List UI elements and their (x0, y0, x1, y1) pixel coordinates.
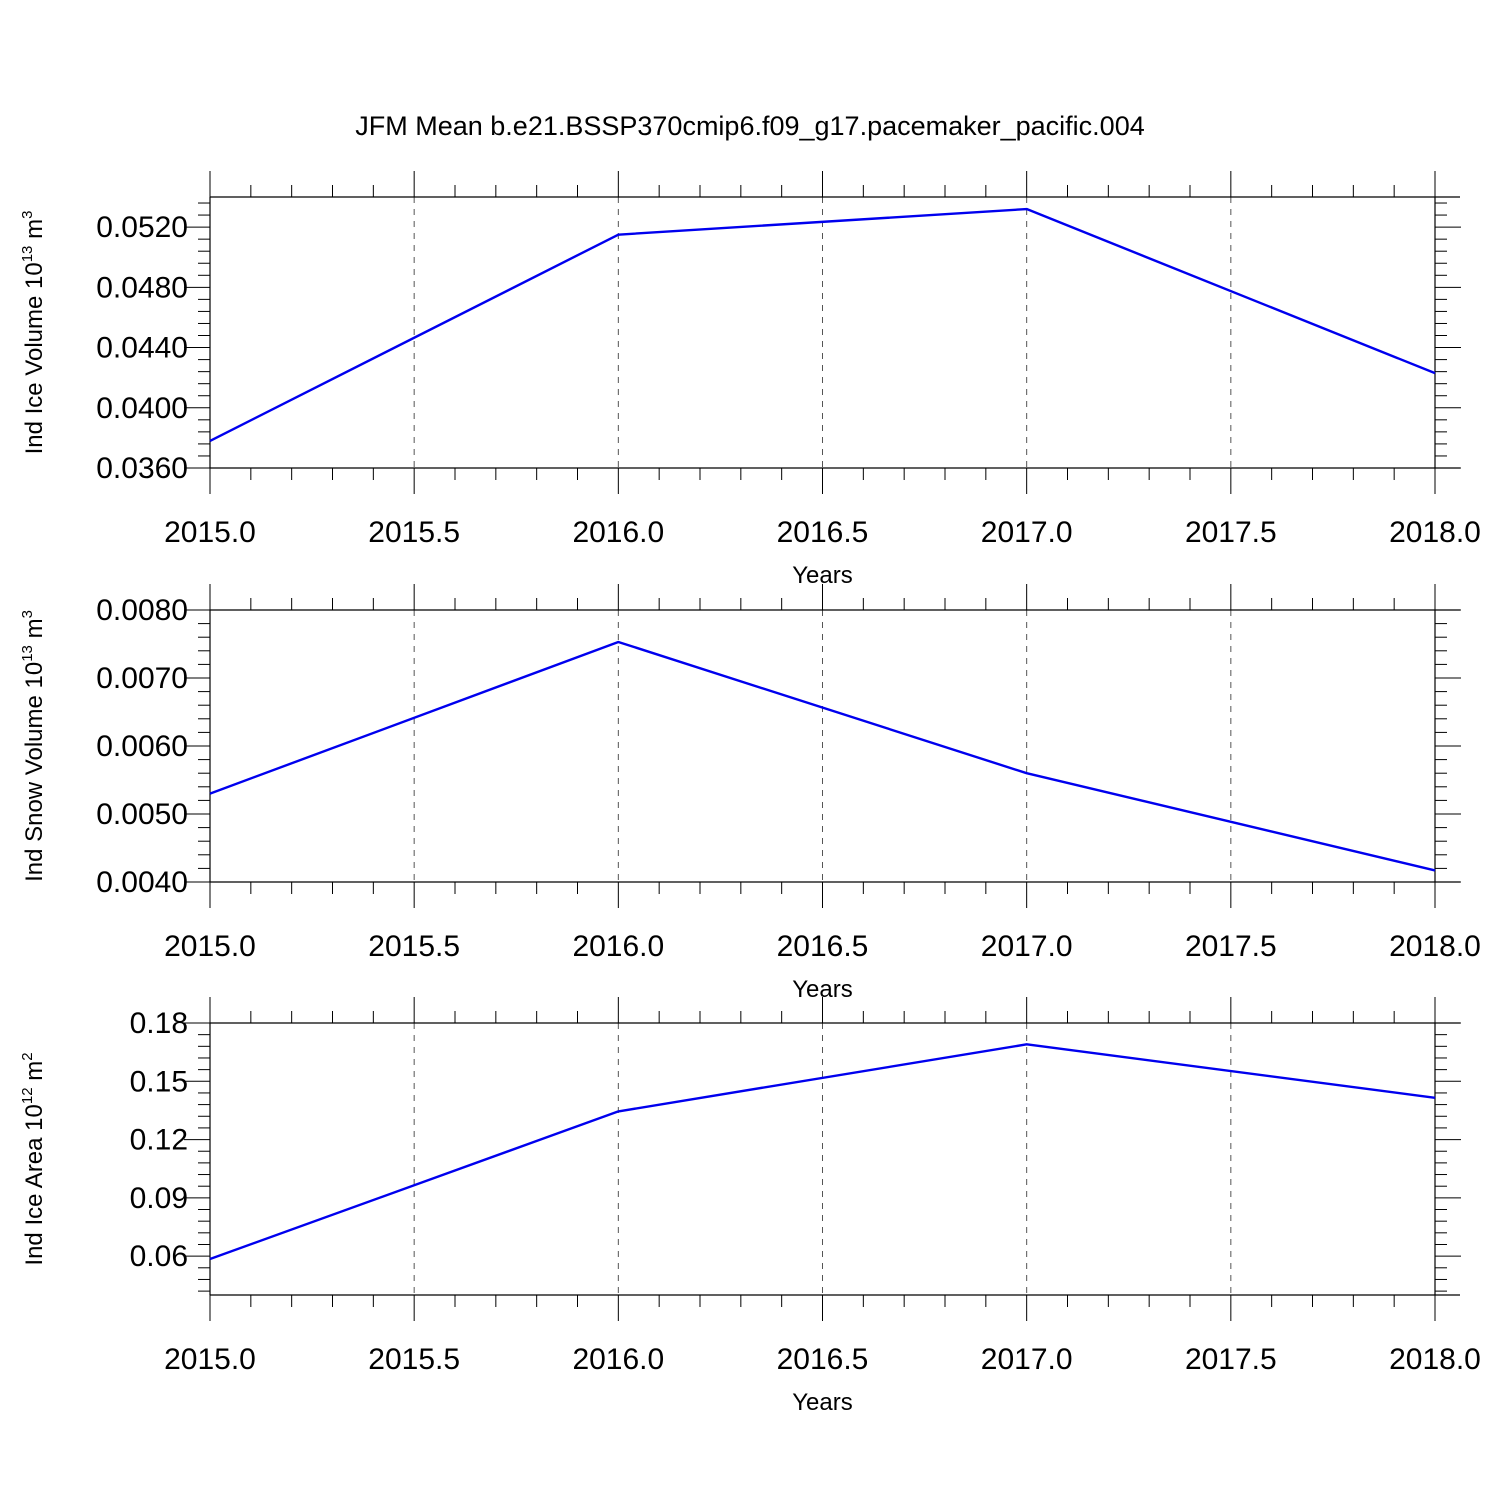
y-tick-label: 0.0480 (96, 271, 188, 304)
x-tick-label: 2017.0 (981, 1343, 1073, 1376)
y-tick-label: 0.18 (130, 1007, 188, 1040)
y-axis-label-unit-exponent: 3 (19, 211, 36, 219)
y-tick-label: 0.0440 (96, 332, 188, 365)
x-tick-label: 2017.0 (981, 516, 1073, 549)
y-axis-label: Ind Ice Volume 1013 m3 (19, 211, 48, 455)
x-tick-label: 2015.5 (368, 930, 460, 963)
x-tick-label: 2016.0 (572, 516, 664, 549)
x-axis-label: Years (792, 1389, 853, 1416)
y-axis-label-unit: m (21, 618, 48, 645)
x-tick-label: 2015.5 (368, 516, 460, 549)
x-tick-label: 2015.0 (164, 1343, 256, 1376)
y-tick-label: 0.0040 (96, 866, 188, 899)
x-tick-label: 2018.0 (1389, 1343, 1481, 1376)
chart-title: JFM Mean b.e21.BSSP370cmip6.f09_g17.pace… (355, 111, 1144, 141)
x-tick-label: 2017.0 (981, 930, 1073, 963)
x-tick-label: 2017.5 (1185, 1343, 1277, 1376)
y-axis-label-text: Ind Ice Volume 10 (21, 262, 48, 454)
y-tick-label: 0.0080 (96, 594, 188, 627)
y-tick-label: 0.09 (130, 1182, 188, 1215)
y-axis-label-text: Ind Snow Volume 10 (21, 662, 48, 882)
x-tick-label: 2018.0 (1389, 516, 1481, 549)
y-tick-label: 0.0050 (96, 798, 188, 831)
y-axis-label: Ind Snow Volume 1013 m3 (19, 610, 48, 882)
x-tick-label: 2017.5 (1185, 516, 1277, 549)
x-tick-label: 2016.5 (777, 1343, 869, 1376)
x-tick-label: 2015.5 (368, 1343, 460, 1376)
x-tick-label: 2015.0 (164, 930, 256, 963)
panel-3: 2015.0 2015.5 2016.0 2016.5 2017.0 2017.5 2018… (19, 997, 1481, 1416)
y-axis-label-exponent: 13 (19, 645, 36, 662)
x-tick-label: 2016.5 (777, 516, 869, 549)
y-axis-label: Ind Ice Area 1012 m2 (19, 1052, 48, 1265)
y-tick-label: 0.15 (130, 1065, 188, 1098)
x-tick-label: 2017.5 (1185, 930, 1277, 963)
y-axis-label-unit-exponent: 3 (19, 610, 36, 618)
x-tick-label: 2016.5 (777, 930, 869, 963)
y-tick-label: 0.0400 (96, 392, 188, 425)
panel-1: 2015.0 2015.5 2016.0 2016.5 2017.0 2017.5 2018… (19, 171, 1481, 589)
y-tick-label: 0.0070 (96, 662, 188, 695)
x-tick-label: 2015.0 (164, 516, 256, 549)
y-tick-label: 0.0520 (96, 211, 188, 244)
y-axis-label-unit: m (21, 219, 48, 246)
y-tick-label: 0.06 (130, 1240, 188, 1273)
y-axis-label-exponent: 13 (19, 246, 36, 263)
y-axis-label-exponent: 12 (19, 1087, 36, 1104)
y-tick-label: 0.0060 (96, 730, 188, 763)
x-tick-label: 2016.0 (572, 930, 664, 963)
panel-2: 2015.0 2015.5 2016.0 2016.5 2017.0 2017.5 2018… (19, 584, 1481, 1003)
series-line (209, 207, 1436, 442)
x-tick-label: 2016.0 (572, 1343, 664, 1376)
y-axis-label-text: Ind Ice Area 10 (21, 1104, 48, 1265)
series-line (209, 1043, 1436, 1261)
y-axis-label-unit: m (21, 1061, 48, 1088)
y-tick-label: 0.12 (130, 1124, 188, 1157)
x-tick-label: 2018.0 (1389, 930, 1481, 963)
y-axis-label-unit-exponent: 2 (19, 1052, 36, 1060)
panels: 2015.0 2015.5 2016.0 2016.5 2017.0 2017.5 2018… (19, 171, 1481, 1416)
series-line (209, 640, 1436, 872)
y-tick-label: 0.0360 (96, 452, 188, 485)
